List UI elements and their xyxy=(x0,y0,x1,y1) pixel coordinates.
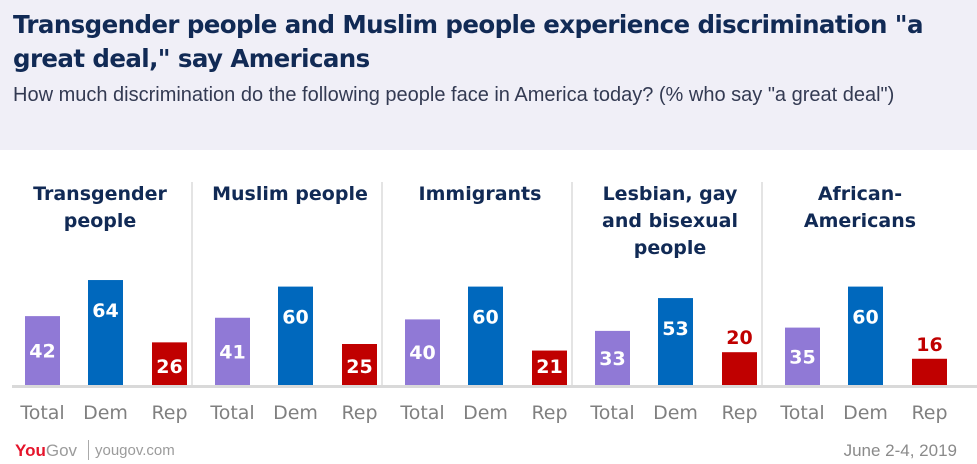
category-label: Rep xyxy=(911,402,947,424)
bar-rep xyxy=(912,358,947,385)
bar-rep xyxy=(532,350,567,385)
bar-dem xyxy=(278,286,313,385)
category-label: Total xyxy=(19,402,64,424)
data-label: 60 xyxy=(472,307,498,329)
group-label: African- xyxy=(818,183,902,205)
category-label: Total xyxy=(589,402,634,424)
category-label: Rep xyxy=(151,402,187,424)
chart-subtitle: How much discrimination do the following… xyxy=(13,84,895,106)
bar-total xyxy=(595,330,630,385)
data-label: 60 xyxy=(282,307,308,329)
bar-dem xyxy=(468,286,503,385)
category-label: Rep xyxy=(531,402,567,424)
group-label: Muslim people xyxy=(212,183,368,205)
data-label: 21 xyxy=(536,356,562,378)
category-label: Dem xyxy=(83,402,128,424)
bar-rep xyxy=(722,352,757,385)
category-label: Dem xyxy=(843,402,888,424)
category-label: Total xyxy=(779,402,824,424)
data-label: 25 xyxy=(346,356,372,378)
data-label: 20 xyxy=(726,327,752,349)
category-label: Rep xyxy=(341,402,377,424)
category-label: Dem xyxy=(653,402,698,424)
chart-area: Transgender people 42 Total 64 Dem 26 Rep Muslim… xyxy=(0,150,977,435)
bar-total xyxy=(215,317,250,385)
group-label: Americans xyxy=(804,210,916,232)
group-label: Immigrants xyxy=(419,183,542,205)
footer-divider xyxy=(88,440,89,460)
logo-gov: Gov xyxy=(45,441,78,460)
group-label: people xyxy=(634,237,707,259)
footer-url[interactable]: yougov.com xyxy=(95,442,175,459)
category-label: Total xyxy=(399,402,444,424)
data-label: 16 xyxy=(916,334,942,356)
data-label: 35 xyxy=(789,346,815,368)
data-label: 53 xyxy=(662,318,688,340)
bar-rep xyxy=(342,344,377,385)
bar-rep xyxy=(152,342,187,385)
group-label: and bisexual xyxy=(602,210,738,232)
category-label: Dem xyxy=(463,402,508,424)
data-label: 42 xyxy=(29,341,55,363)
bar-total xyxy=(785,327,820,385)
group-label: people xyxy=(64,210,137,232)
data-label: 64 xyxy=(92,300,118,322)
data-label: 60 xyxy=(852,307,878,329)
data-label: 41 xyxy=(219,341,245,363)
bar-chart: Transgender people 42 Total 64 Dem 26 Rep Muslim… xyxy=(12,182,977,424)
bar-dem xyxy=(848,286,883,385)
data-label: 33 xyxy=(599,348,625,370)
data-label: 40 xyxy=(409,342,435,364)
footer-date: June 2-4, 2019 xyxy=(843,441,957,460)
chart-title: Transgender people and Muslim people exp… xyxy=(13,10,923,73)
yougov-logo: YouGov xyxy=(15,441,77,461)
category-label: Dem xyxy=(273,402,318,424)
bar-total xyxy=(405,319,440,385)
category-label: Rep xyxy=(721,402,757,424)
group-label: Transgender xyxy=(33,183,167,205)
chart-header: Transgender people and Muslim people exp… xyxy=(0,0,977,150)
category-label: Total xyxy=(209,402,254,424)
data-label: 26 xyxy=(156,356,182,378)
bar-dem xyxy=(88,280,123,385)
group-label: Lesbian, gay xyxy=(603,183,738,205)
bar-total xyxy=(25,316,60,385)
bar-dem xyxy=(658,298,693,385)
logo-you: You xyxy=(15,441,46,460)
